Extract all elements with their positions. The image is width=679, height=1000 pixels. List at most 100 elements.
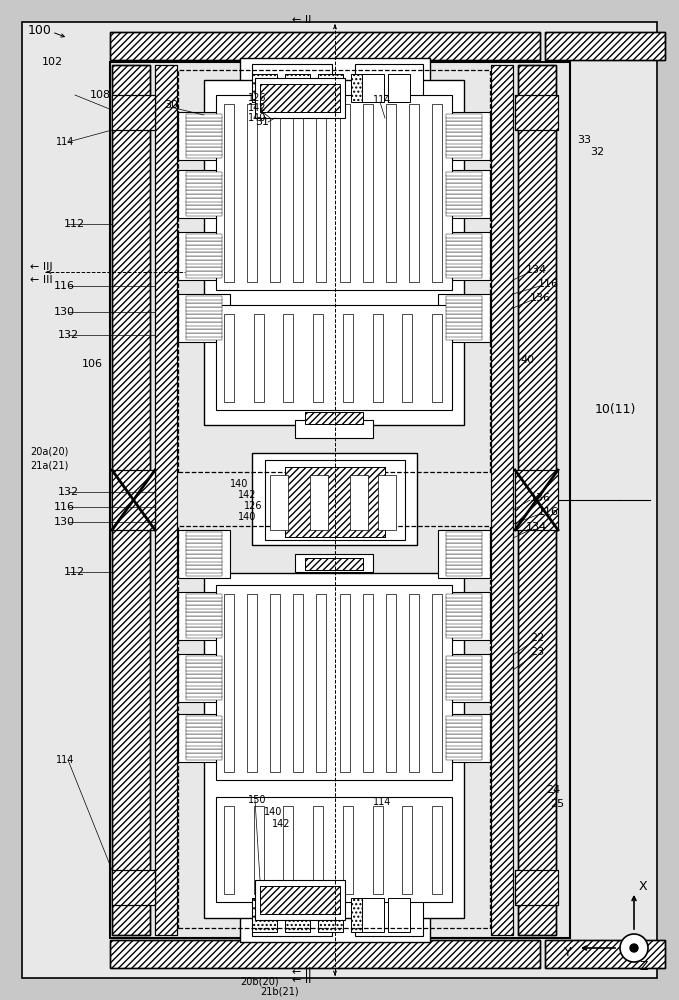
Bar xyxy=(186,738,222,742)
Bar xyxy=(254,314,263,402)
Bar xyxy=(446,132,482,136)
Text: 134: 134 xyxy=(526,265,547,275)
Bar xyxy=(355,64,423,114)
Bar xyxy=(446,659,482,663)
Text: 25: 25 xyxy=(550,799,564,809)
Bar xyxy=(216,305,452,410)
Bar xyxy=(186,198,222,202)
Bar xyxy=(446,333,482,337)
Bar xyxy=(446,151,482,155)
Bar xyxy=(186,550,222,554)
Bar xyxy=(446,554,482,558)
Bar xyxy=(446,172,482,176)
Bar xyxy=(155,65,177,935)
Bar xyxy=(186,565,222,569)
Bar xyxy=(186,608,222,612)
Bar xyxy=(515,95,558,130)
Text: 116: 116 xyxy=(538,279,559,289)
Bar xyxy=(446,121,482,125)
Bar xyxy=(112,870,155,905)
Bar xyxy=(446,539,482,543)
Text: X: X xyxy=(639,880,648,892)
Bar xyxy=(186,125,222,129)
Bar xyxy=(446,186,482,190)
Bar xyxy=(186,572,222,576)
Bar xyxy=(186,663,222,667)
Bar xyxy=(186,121,222,125)
Text: 132: 132 xyxy=(58,330,79,340)
Text: 32: 32 xyxy=(590,147,604,157)
Text: 20b(20): 20b(20) xyxy=(240,977,278,987)
Bar xyxy=(252,886,332,936)
Bar xyxy=(186,314,222,318)
Bar xyxy=(186,183,222,187)
Bar xyxy=(340,594,350,772)
Bar xyxy=(432,104,442,282)
Bar xyxy=(446,550,482,554)
Bar xyxy=(240,58,430,120)
Bar xyxy=(186,659,222,663)
Bar xyxy=(446,237,482,241)
Bar xyxy=(388,74,410,102)
Bar xyxy=(186,719,222,723)
Bar xyxy=(186,612,222,616)
Bar xyxy=(446,194,482,198)
Bar xyxy=(446,117,482,121)
Bar xyxy=(446,248,482,252)
Bar xyxy=(446,572,482,576)
Bar xyxy=(252,453,417,545)
Bar xyxy=(446,322,482,326)
Bar xyxy=(186,543,222,547)
Bar xyxy=(545,32,665,60)
Bar xyxy=(446,274,482,278)
Bar xyxy=(186,756,222,760)
Bar xyxy=(409,104,419,282)
Text: 23: 23 xyxy=(530,647,544,657)
Bar xyxy=(446,620,482,624)
Bar xyxy=(446,565,482,569)
Bar xyxy=(204,573,464,918)
Text: 33: 33 xyxy=(577,135,591,145)
Bar xyxy=(178,170,230,218)
Bar xyxy=(186,535,222,539)
Bar xyxy=(446,634,482,638)
Bar xyxy=(446,241,482,245)
Bar xyxy=(186,554,222,558)
Bar xyxy=(446,734,482,738)
Bar xyxy=(446,730,482,734)
Bar xyxy=(252,64,332,114)
Bar xyxy=(186,689,222,693)
Bar xyxy=(186,749,222,753)
Bar xyxy=(446,605,482,609)
Bar xyxy=(446,201,482,205)
Bar xyxy=(446,716,482,720)
Bar xyxy=(446,727,482,731)
Bar xyxy=(224,314,234,402)
Bar xyxy=(178,654,230,702)
Bar xyxy=(446,198,482,202)
Bar xyxy=(446,336,482,340)
Text: 116: 116 xyxy=(538,507,559,517)
Bar xyxy=(186,136,222,140)
Bar xyxy=(186,631,222,635)
Bar xyxy=(186,245,222,249)
Bar xyxy=(446,296,482,300)
Bar xyxy=(186,322,222,326)
Bar xyxy=(186,623,222,627)
Bar xyxy=(178,592,230,640)
Bar xyxy=(285,898,310,932)
Bar xyxy=(186,634,222,638)
Bar xyxy=(186,693,222,697)
Bar xyxy=(283,314,293,402)
Bar xyxy=(186,561,222,565)
Bar xyxy=(316,594,327,772)
Text: 140: 140 xyxy=(264,807,282,817)
Bar xyxy=(186,730,222,734)
Text: ← II: ← II xyxy=(292,15,312,25)
Text: 112: 112 xyxy=(64,567,85,577)
Text: 10(11): 10(11) xyxy=(595,403,636,416)
Bar xyxy=(446,685,482,689)
Text: 100: 100 xyxy=(28,23,52,36)
Text: 126: 126 xyxy=(248,93,266,103)
Bar xyxy=(373,806,382,894)
